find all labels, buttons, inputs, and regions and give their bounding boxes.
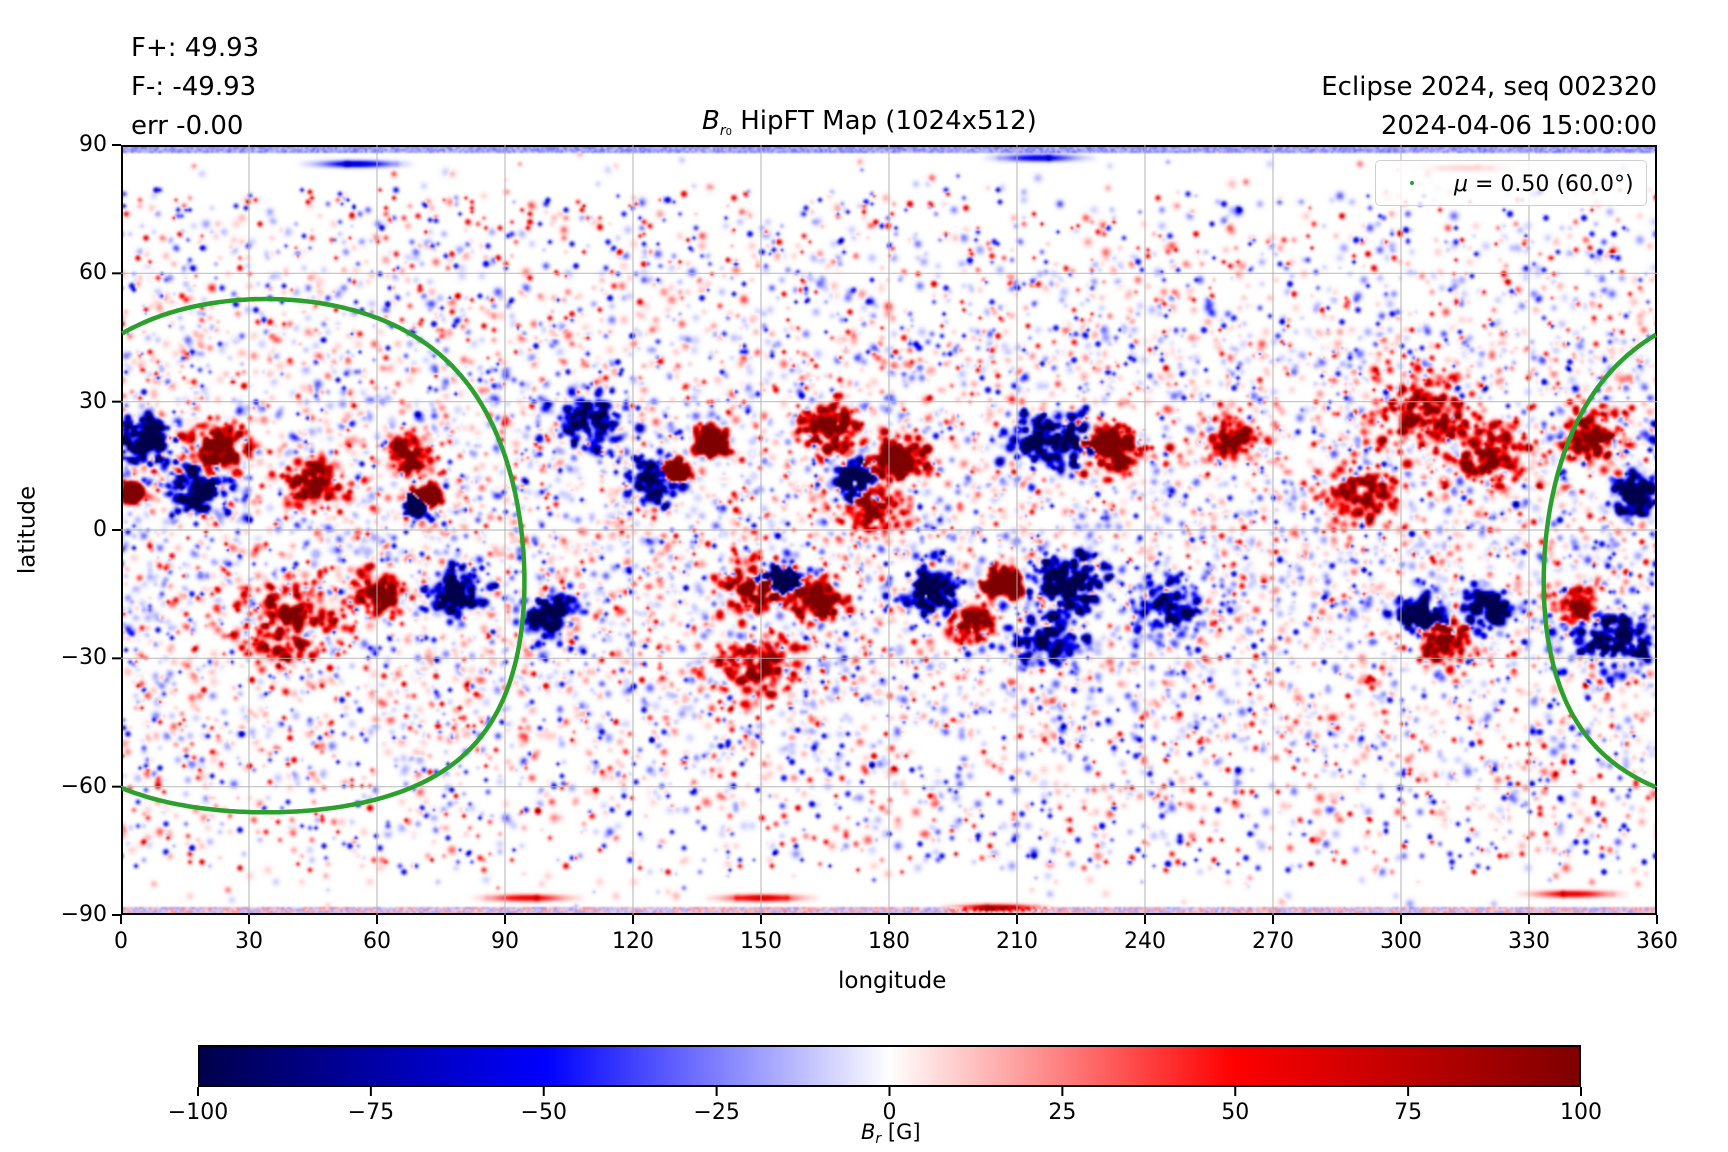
y-tick-label: 60 [79,260,107,286]
flux-positive: F+: 49.93 [131,33,260,63]
colorbar-label: Br [G] [861,1120,921,1147]
timestamp: 2024-04-06 15:00:00 [1380,111,1657,141]
colorbar-tick-label: 100 [1560,1100,1602,1125]
x-tick-label: 270 [1252,929,1294,954]
y-tick-label: 0 [93,517,107,542]
colorbar-tick-label: −75 [347,1100,395,1125]
y-tick-label: 90 [79,132,107,157]
x-tick-label: 330 [1508,929,1550,954]
x-tick-label: 360 [1636,929,1678,954]
title-text: HipFT Map (1024x512) [740,106,1037,136]
x-axis-label: longitude [838,968,947,994]
run-label: Eclipse 2024, seq 002320 [1321,72,1657,102]
chart-title: Br0 HipFT Map (1024x512) [702,108,1037,138]
x-tick-label: 30 [235,929,263,954]
colorbar [198,1045,1581,1087]
colorbar-tick-label: 75 [1394,1100,1423,1125]
magnetogram-map [121,145,1657,915]
title-symbol: B [702,106,720,136]
heatmap-image [121,145,1657,915]
legend-label: μ = 0.50 (60.0°) [1454,172,1634,197]
colorbar-tick-label: 50 [1221,1100,1250,1125]
legend: μ = 0.50 (60.0°) [1375,160,1647,206]
x-tick-label: 0 [114,929,128,954]
x-tick-label: 240 [1124,929,1166,954]
flux-negative: F-: -49.93 [131,72,257,102]
y-tick-label: 30 [79,388,107,414]
colorbar-tick-label: −25 [693,1100,740,1125]
colorbar-tick-label: −100 [167,1100,229,1125]
y-tick-label: −60 [60,773,107,799]
colorbar-tick-label: 0 [882,1100,897,1125]
x-tick-label: 150 [740,929,782,954]
title-sub: r [719,123,726,139]
x-tick-label: 60 [363,929,391,954]
y-tick-label: −30 [60,645,107,671]
y-tick-label: −90 [60,902,107,927]
y-axis-label: latitude [14,485,41,575]
colorbar-tick-label: 25 [1048,1100,1077,1125]
x-tick-label: 210 [996,929,1038,954]
x-tick-label: 180 [868,929,910,954]
x-tick-label: 90 [491,929,519,954]
title-subsub: 0 [725,127,732,138]
x-tick-label: 120 [612,929,654,954]
x-tick-label: 300 [1380,929,1422,954]
flux-error: err -0.00 [131,111,244,141]
legend-marker-icon [1410,181,1414,185]
colorbar-tick-label: −50 [520,1100,567,1125]
